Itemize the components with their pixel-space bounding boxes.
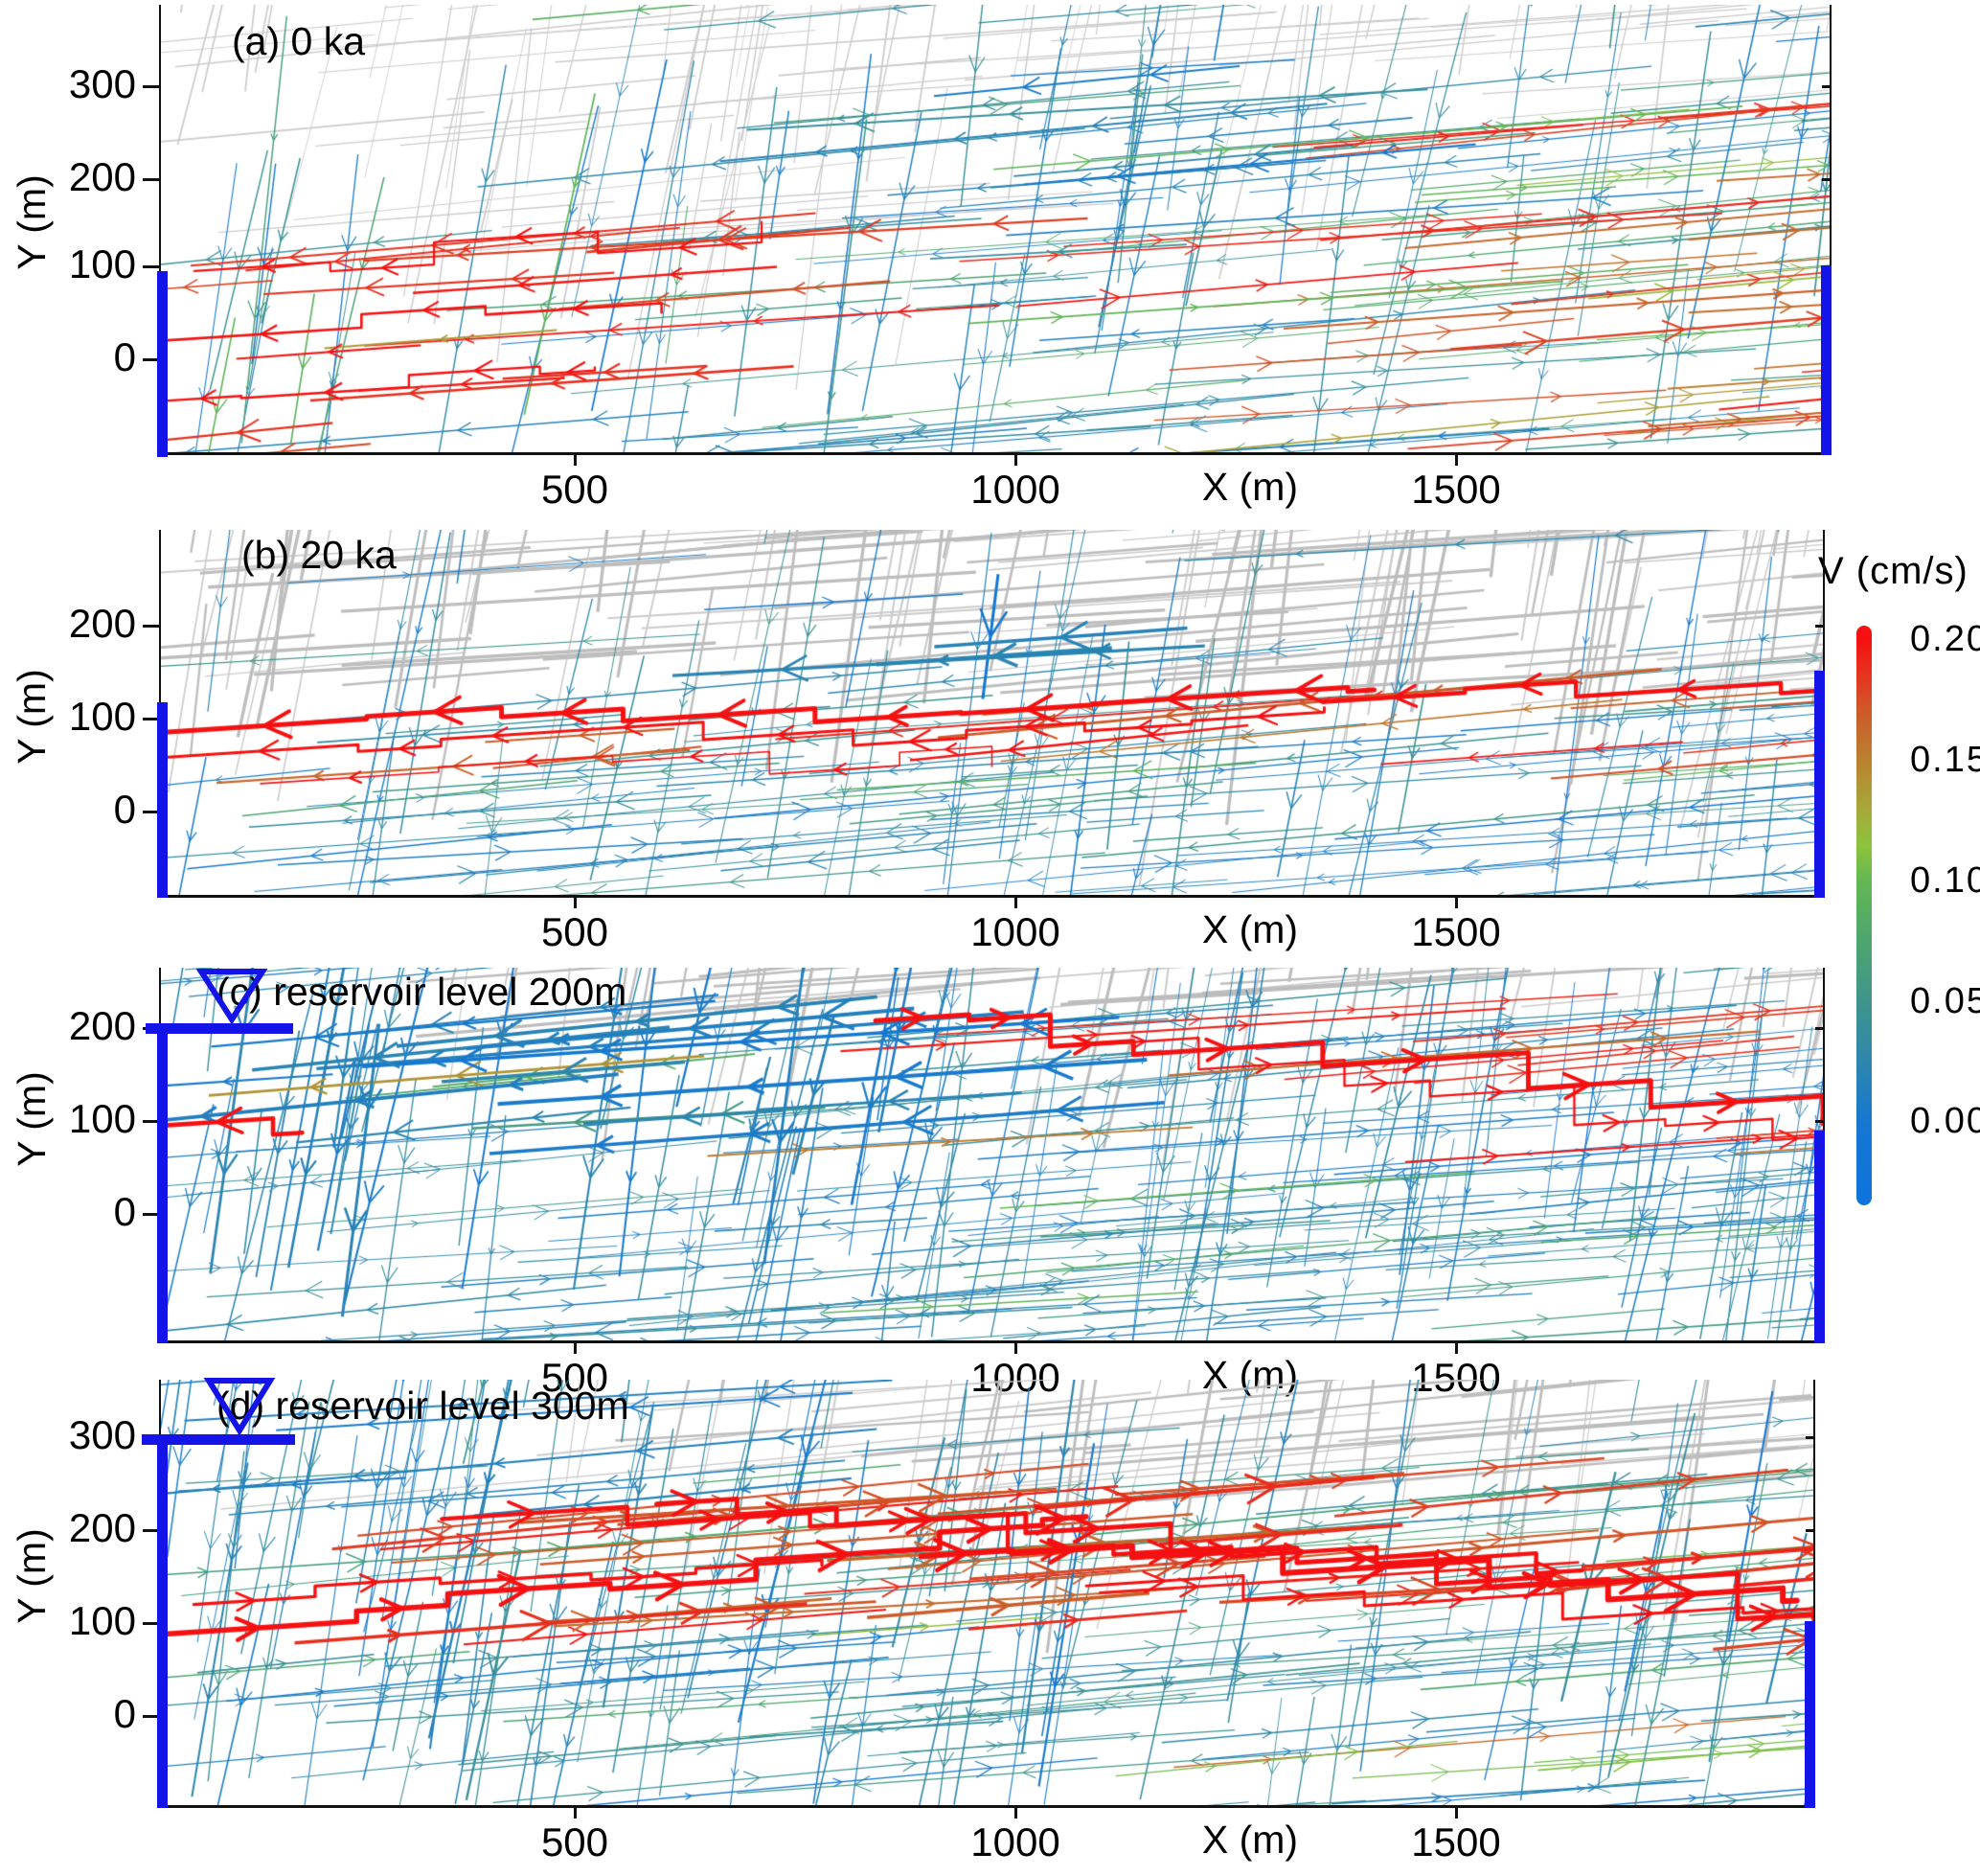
panel-d-ytick-label: 0 (113, 1691, 136, 1736)
panel-b-ytick-label: 0 (113, 787, 136, 832)
panel-c-xtick (574, 1341, 577, 1354)
panel-c-y-axis-label: Y (m) (10, 1071, 54, 1167)
panel-c-reservoir-level-bar (146, 1023, 293, 1034)
panel-d-water-level-triangle-icon (203, 1378, 276, 1436)
panel-a-boundary-wall-right (1821, 265, 1832, 455)
panel-a-xtick (574, 453, 577, 466)
panel-a-network-canvas (161, 5, 1830, 453)
panel-c-ytick-label: 200 (68, 1003, 136, 1048)
panel-c-boundary-wall-left (157, 1023, 168, 1343)
panel-d-ytick-label: 100 (68, 1598, 136, 1643)
panel-b-boundary-wall-right (1814, 671, 1825, 898)
panel-a-boundary-wall-left (157, 271, 168, 457)
panel-d-reservoir-level-bar (142, 1434, 295, 1445)
panel-d-ytick (143, 1715, 159, 1718)
panel-d-xtick-label: 1000 (970, 1819, 1060, 1865)
panel-d-xtick-label: 1500 (1411, 1819, 1501, 1865)
panel-c-xtick (1455, 1341, 1458, 1354)
panel-d-xtick (1014, 1806, 1017, 1819)
panel-c-ytick (143, 1213, 159, 1216)
panel-d-ytick-right (1806, 1436, 1815, 1439)
panel-c-ytick-label: 0 (113, 1189, 136, 1234)
panel-a-xtick-label: 1500 (1411, 467, 1501, 512)
panel-c-xtick (1014, 1341, 1017, 1354)
panel-a-ytick (143, 85, 159, 88)
panel-b-xtick-label: 1500 (1411, 909, 1501, 954)
panel-b-y-axis-label: Y (m) (10, 669, 54, 765)
panel-d-ytick-right (1806, 1529, 1815, 1532)
panel-d-ytick-label: 200 (68, 1505, 136, 1550)
panel-b-network-canvas (161, 530, 1823, 896)
panel-d-boundary-wall-right (1805, 1621, 1815, 1808)
panel-c-ytick-label: 100 (68, 1096, 136, 1141)
panel-b-ytick (143, 718, 159, 721)
colorbar-title: V (cm/s) (1818, 550, 1969, 592)
panel-a-xtick (1014, 453, 1017, 466)
panel-d-xtick-label: 500 (540, 1819, 609, 1865)
panel-a-ytick-right (1822, 85, 1832, 88)
panel-b-xtick (574, 896, 577, 908)
panel-d-xtick (574, 1806, 577, 1819)
colorbar-tick-label: 0.00 (1910, 1101, 1980, 1141)
panel-a-ytick-label: 300 (68, 61, 136, 106)
panel-a-ytick-label: 200 (68, 154, 136, 199)
panel-a-ytick-right (1822, 178, 1832, 181)
panel-a-ytick (143, 265, 159, 268)
panel-b-x-axis-label: X (m) (1201, 907, 1299, 951)
panel-c-network-canvas (161, 968, 1823, 1341)
panel-a-xtick-label: 1000 (970, 467, 1060, 512)
panel-b-ytick-right (1815, 625, 1825, 628)
colorbar-tick-label: 0.10 (1910, 860, 1980, 901)
panel-a-ytick (143, 178, 159, 181)
panel-a-x-axis-label: X (m) (1201, 465, 1299, 509)
panel-d-ytick (143, 1622, 159, 1625)
panel-d-x-axis-label: X (m) (1201, 1818, 1299, 1862)
panel-d-boundary-wall-left (157, 1434, 168, 1808)
panel-c-water-level-triangle-icon (195, 969, 268, 1025)
panel-a-xtick (1455, 453, 1458, 466)
panel-a-xtick-label: 500 (540, 467, 609, 512)
panel-c-title: (c) reservoir level 200m (216, 970, 627, 1014)
colorbar-tick-label: 0.20 (1910, 619, 1980, 659)
panel-b-xtick-label: 1000 (970, 909, 1060, 954)
panel-a-ytick (143, 358, 159, 361)
panel-a-y-axis-label: Y (m) (10, 174, 54, 270)
colorbar-gradient-bar (1856, 626, 1872, 1205)
panel-d-ytick-label: 300 (68, 1412, 136, 1457)
panel-b-ytick (143, 811, 159, 813)
colorbar-tick-label: 0.05 (1910, 981, 1980, 1021)
panel-b-xtick-label: 500 (540, 909, 609, 954)
panel-d-network-canvas (161, 1380, 1813, 1806)
panel-a-ytick-label: 100 (68, 241, 136, 286)
panel-b-ytick-label: 200 (68, 601, 136, 646)
panel-b-ytick-label: 100 (68, 694, 136, 739)
colorbar-tick-label: 0.15 (1910, 740, 1980, 780)
panel-b-xtick (1455, 896, 1458, 908)
panel-b-title: (b) 20 ka (241, 533, 397, 577)
panel-c-ytick (143, 1120, 159, 1123)
panel-b-boundary-wall-left (157, 702, 168, 898)
panel-d-xtick (1455, 1806, 1458, 1819)
panel-d-title: (d) reservoir level 300m (216, 1384, 629, 1428)
panel-b-ytick (143, 625, 159, 628)
panel-b-xtick (1014, 896, 1017, 908)
panel-c-ytick-right (1815, 1027, 1825, 1030)
panel-c-ytick-right (1815, 1120, 1825, 1123)
panel-c-boundary-wall-right (1814, 1131, 1825, 1343)
panel-d-y-axis-label: Y (m) (10, 1528, 54, 1624)
panel-d-ytick (143, 1529, 159, 1532)
panel-a-title: (a) 0 ka (232, 19, 365, 63)
panel-a-ytick-label: 0 (113, 334, 136, 379)
